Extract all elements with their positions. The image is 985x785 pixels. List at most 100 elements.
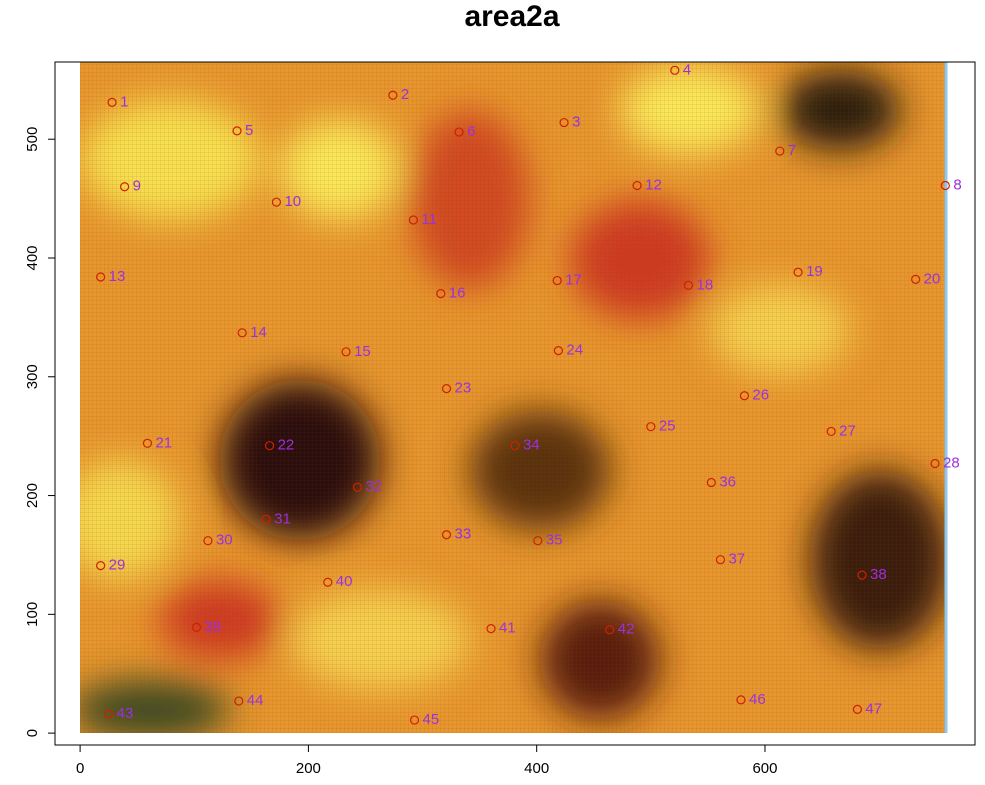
- point-label: 5: [245, 122, 253, 139]
- point: [670, 65, 680, 75]
- point-label: 8: [953, 177, 961, 194]
- point-label: 35: [546, 532, 563, 549]
- x-tick-label: 0: [76, 760, 84, 777]
- point-label: 31: [274, 510, 291, 527]
- point-label: 24: [566, 342, 583, 359]
- point: [107, 97, 117, 107]
- point: [271, 197, 282, 207]
- point: [441, 384, 452, 394]
- point-label: 22: [278, 437, 295, 454]
- background-image: [80, 62, 946, 733]
- point: [683, 280, 694, 290]
- point-label: 6: [467, 123, 475, 140]
- x-tick-label: 400: [524, 760, 549, 777]
- x-tick-label: 200: [296, 760, 321, 777]
- point: [739, 391, 750, 401]
- y-tick-label: 400: [24, 245, 41, 270]
- point: [120, 182, 130, 192]
- point-label: 10: [284, 193, 301, 210]
- point-label: 4: [683, 61, 691, 78]
- point-label: 34: [523, 437, 540, 454]
- point: [486, 623, 496, 634]
- point: [96, 272, 106, 282]
- point-label: 41: [499, 620, 516, 637]
- point: [234, 696, 244, 706]
- point: [826, 426, 836, 437]
- point: [341, 347, 351, 357]
- point: [715, 555, 726, 565]
- point-label: 7: [788, 142, 796, 159]
- point-label: 11: [421, 211, 437, 228]
- point-label: 29: [109, 557, 126, 574]
- point: [264, 441, 275, 451]
- point-label: 12: [645, 177, 662, 194]
- plot-frame: [54, 61, 976, 746]
- point-label: 28: [943, 454, 960, 471]
- point-label: 27: [839, 422, 856, 439]
- point-label: 36: [719, 473, 736, 490]
- point-label: 42: [618, 621, 635, 638]
- point-label: 47: [865, 700, 882, 717]
- point-label: 25: [659, 418, 676, 435]
- point-label: 43: [117, 705, 134, 722]
- point-label: 37: [728, 551, 745, 568]
- point: [852, 704, 863, 714]
- point-label: 2: [401, 86, 409, 103]
- point-label: 33: [455, 526, 472, 543]
- point: [632, 180, 642, 191]
- point: [940, 180, 950, 191]
- point-label: 20: [924, 270, 941, 287]
- point: [552, 275, 562, 286]
- y-tick-label: 0: [24, 729, 41, 737]
- point: [775, 146, 785, 156]
- point: [441, 530, 452, 540]
- point: [706, 477, 716, 488]
- point: [352, 482, 363, 492]
- point-label: 26: [752, 387, 769, 404]
- point: [203, 536, 213, 546]
- point-label: 23: [455, 380, 472, 397]
- y-tick-label: 200: [24, 483, 41, 508]
- point: [96, 561, 106, 571]
- point-label: 46: [749, 691, 766, 708]
- point: [436, 289, 446, 299]
- y-tick-label: 100: [24, 602, 41, 627]
- point-label: 38: [870, 566, 887, 583]
- point-label: 17: [565, 272, 582, 289]
- point: [911, 274, 921, 284]
- point: [191, 622, 202, 633]
- point: [323, 577, 333, 587]
- x-tick-label: 600: [752, 760, 777, 777]
- point-label: 1: [120, 93, 128, 110]
- y-tick-label: 500: [24, 127, 41, 152]
- point-label: 32: [365, 478, 382, 495]
- point-label: 18: [696, 276, 713, 293]
- point-label: 44: [247, 692, 264, 709]
- point: [142, 438, 153, 448]
- point: [261, 514, 271, 524]
- point-label: 14: [250, 324, 267, 341]
- point: [408, 215, 419, 225]
- point: [736, 695, 746, 705]
- point: [793, 267, 803, 277]
- point: [388, 90, 398, 100]
- chart-title: area2a: [464, 0, 559, 33]
- point-label: 9: [133, 178, 141, 195]
- y-tick-label: 300: [24, 364, 41, 389]
- point-label: 3: [572, 114, 580, 131]
- point-label: 39: [205, 618, 222, 635]
- point: [533, 536, 543, 546]
- point: [232, 126, 242, 136]
- point-label: 40: [336, 573, 353, 590]
- point-label: 16: [449, 285, 466, 302]
- point: [104, 709, 114, 719]
- point: [237, 328, 247, 338]
- point: [510, 441, 520, 451]
- point-label: 30: [216, 532, 233, 549]
- point: [454, 127, 464, 137]
- point: [559, 117, 569, 128]
- point: [605, 625, 615, 635]
- point-label: 19: [806, 263, 823, 280]
